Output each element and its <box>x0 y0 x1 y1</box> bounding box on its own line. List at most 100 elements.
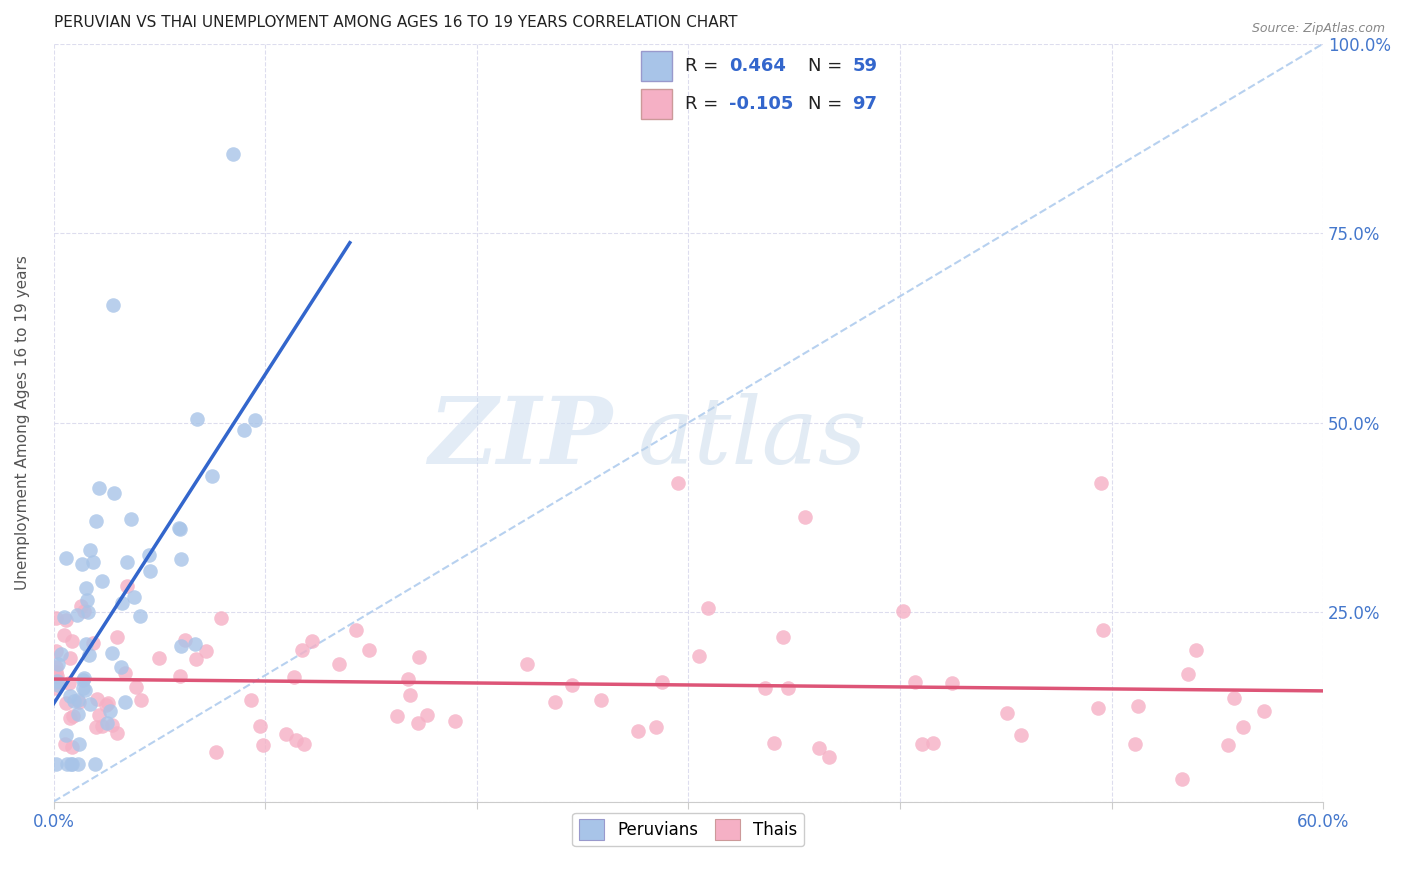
Point <box>115 579 138 593</box>
Point <box>301 633 323 648</box>
Point <box>101 298 124 312</box>
Point <box>45 670 67 684</box>
Point <box>84 720 107 734</box>
Point <box>60 739 83 754</box>
Point <box>222 146 245 161</box>
Text: PERUVIAN VS THAI UNEMPLOYMENT AMONG AGES 16 TO 19 YEARS CORRELATION CHART: PERUVIAN VS THAI UNEMPLOYMENT AMONG AGES… <box>53 15 737 30</box>
Point <box>105 725 128 739</box>
Point <box>778 681 800 695</box>
Text: R =: R = <box>685 95 724 112</box>
Point <box>911 738 934 752</box>
Point <box>46 669 69 683</box>
Point <box>100 718 122 732</box>
Point <box>1253 704 1275 718</box>
Point <box>408 649 430 664</box>
Point <box>233 423 256 437</box>
Point <box>754 681 776 695</box>
Point <box>772 630 794 644</box>
Point <box>75 637 97 651</box>
Point <box>205 746 228 760</box>
Point <box>87 707 110 722</box>
FancyBboxPatch shape <box>641 51 672 81</box>
Point <box>921 736 943 750</box>
Point <box>170 639 193 653</box>
Point <box>186 651 208 665</box>
Point <box>46 657 69 672</box>
Point <box>76 592 98 607</box>
Point <box>128 609 150 624</box>
Point <box>1090 476 1112 491</box>
Point <box>82 555 104 569</box>
Point <box>328 657 350 672</box>
Point <box>209 611 232 625</box>
Point <box>60 756 83 771</box>
Point <box>1087 701 1109 715</box>
Text: N =: N = <box>808 95 848 112</box>
Point <box>1223 690 1246 705</box>
Point <box>45 681 67 695</box>
Text: R =: R = <box>685 57 724 75</box>
Point <box>169 552 191 566</box>
Point <box>79 648 101 662</box>
Point <box>249 719 271 733</box>
Point <box>396 672 419 686</box>
Point <box>73 604 96 618</box>
Point <box>45 677 67 691</box>
Point <box>891 604 914 618</box>
Point <box>148 651 170 665</box>
Point <box>344 623 367 637</box>
Point <box>75 682 97 697</box>
Point <box>67 695 90 709</box>
Point <box>1177 666 1199 681</box>
Point <box>688 649 710 664</box>
Point <box>292 737 315 751</box>
Point <box>79 698 101 712</box>
Point <box>416 707 439 722</box>
Point <box>72 673 94 687</box>
Point <box>651 674 673 689</box>
Point <box>793 510 815 524</box>
Point <box>62 694 84 708</box>
Point <box>45 660 67 674</box>
Point <box>114 695 136 709</box>
Point <box>103 485 125 500</box>
Point <box>357 643 380 657</box>
Point <box>1092 623 1115 637</box>
Point <box>96 698 118 712</box>
Point <box>55 614 77 628</box>
Point <box>105 630 128 644</box>
Point <box>274 727 297 741</box>
Point <box>169 669 191 683</box>
Point <box>96 716 118 731</box>
Point <box>56 756 79 771</box>
Point <box>110 596 132 610</box>
Point <box>77 605 100 619</box>
Point <box>283 670 305 684</box>
Point <box>443 714 465 729</box>
Point <box>516 657 538 672</box>
Point <box>1232 720 1254 734</box>
Point <box>87 482 110 496</box>
Point <box>45 665 67 679</box>
Point <box>904 675 927 690</box>
Point <box>97 696 120 710</box>
Point <box>114 666 136 681</box>
Point <box>60 634 83 648</box>
Point <box>55 728 77 742</box>
Point <box>120 512 142 526</box>
Point <box>627 724 650 739</box>
Point <box>79 543 101 558</box>
Point <box>240 693 263 707</box>
Point <box>59 651 82 665</box>
Text: 97: 97 <box>852 95 877 112</box>
Point <box>46 674 69 689</box>
Point <box>46 678 69 692</box>
Point <box>45 756 67 771</box>
Text: 59: 59 <box>852 57 877 75</box>
Point <box>51 647 73 661</box>
Text: 0.464: 0.464 <box>730 57 786 75</box>
Point <box>70 557 93 571</box>
Point <box>561 678 583 692</box>
Point <box>167 521 190 535</box>
Point <box>174 633 197 648</box>
